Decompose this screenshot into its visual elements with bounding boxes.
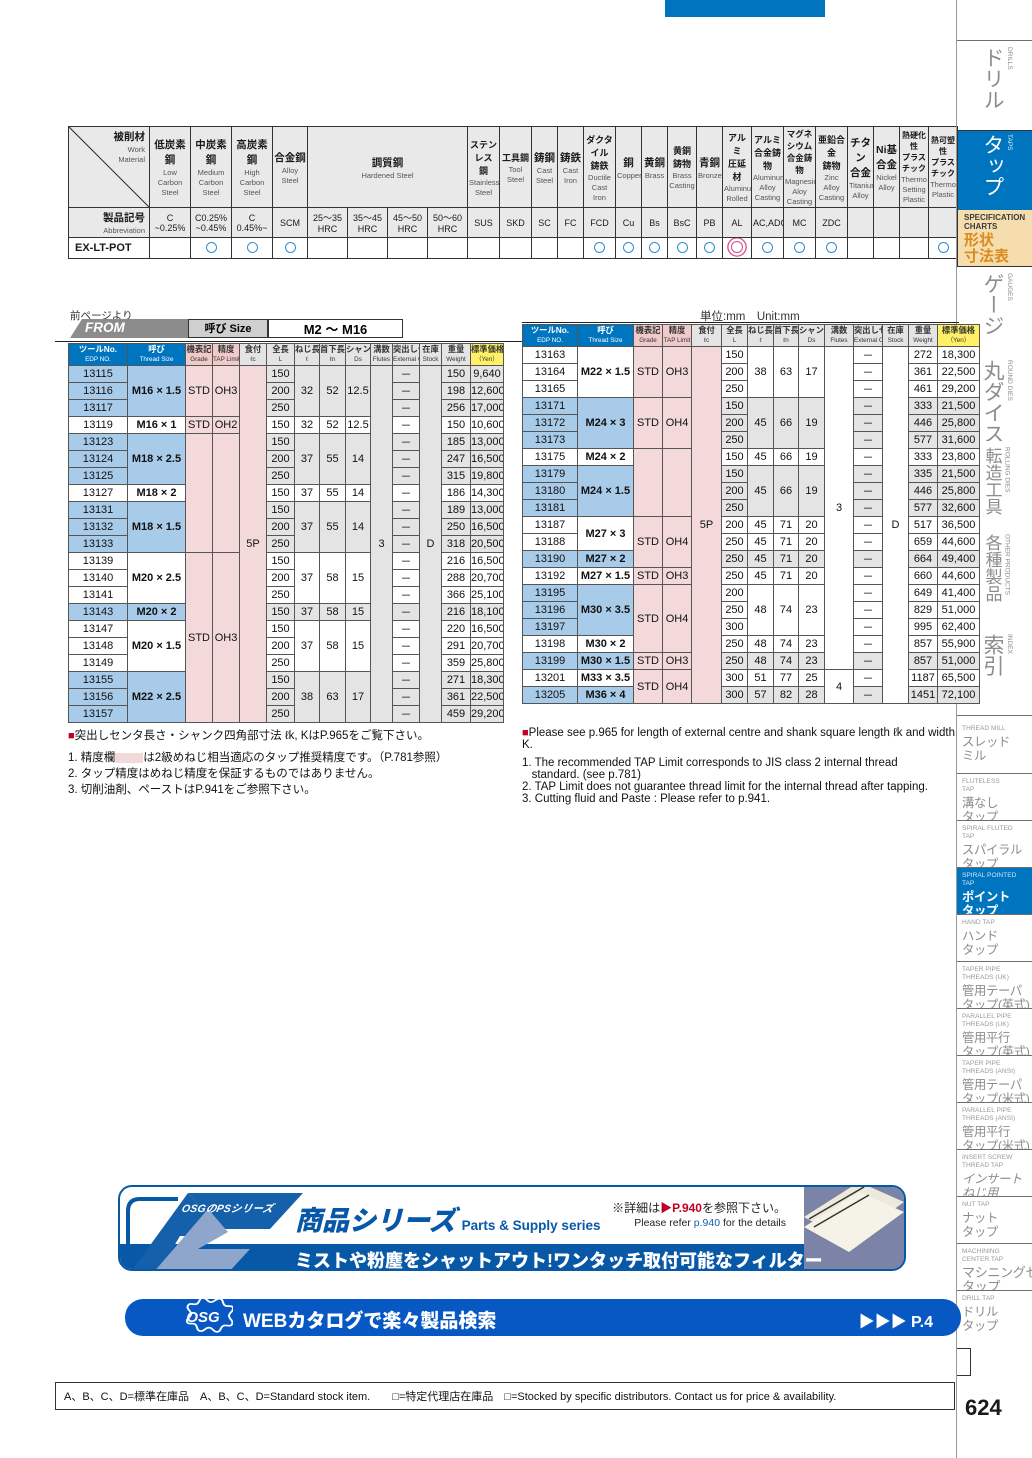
svg-text:OSG: OSG (186, 1309, 220, 1326)
